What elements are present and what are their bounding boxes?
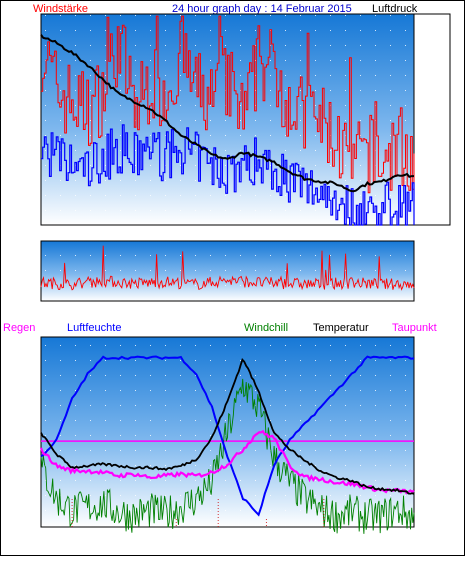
temperature-line: [40, 357, 415, 495]
wind-panel-border: [40, 13, 415, 226]
average-wind-series: [41, 124, 415, 226]
humidity-line: [40, 355, 415, 517]
temperature-humidity-panel: [39, 336, 415, 534]
outer-frame: [0, 0, 465, 556]
gust-line: [41, 15, 415, 194]
legend-windchill: Windchill: [244, 322, 288, 334]
average-wind-line: [41, 124, 415, 226]
pressure-series: [40, 34, 414, 193]
pressure-line: [40, 34, 414, 193]
direction-panel-grid: [41, 241, 414, 301]
temp-humidity-series: [39, 355, 415, 534]
direction-panel-border: [40, 240, 415, 302]
chart-title: 24 hour graph day : 14 Februar 2015: [172, 3, 352, 15]
legend-dewpoint: Taupunkt: [392, 322, 437, 334]
wind-direction-panel: [40, 240, 415, 302]
dewpoint-line: [39, 429, 415, 495]
legend-rain: Regen: [3, 322, 35, 334]
pressure-axis-label: Luftdruck: [372, 3, 418, 15]
gust-series: [41, 15, 415, 194]
legend-temperature: Temperatur: [313, 322, 369, 334]
direction-series: [40, 245, 415, 291]
wind-axis-label: Windstärke: [33, 3, 88, 15]
legend-humidity: Luftfeuchte: [67, 322, 121, 334]
direction-line: [40, 245, 415, 291]
windchill-line: [40, 378, 415, 534]
temp-panel-border: [40, 336, 415, 528]
wind-pressure-panel: [40, 13, 451, 226]
pressure-axis-box: [413, 13, 451, 226]
